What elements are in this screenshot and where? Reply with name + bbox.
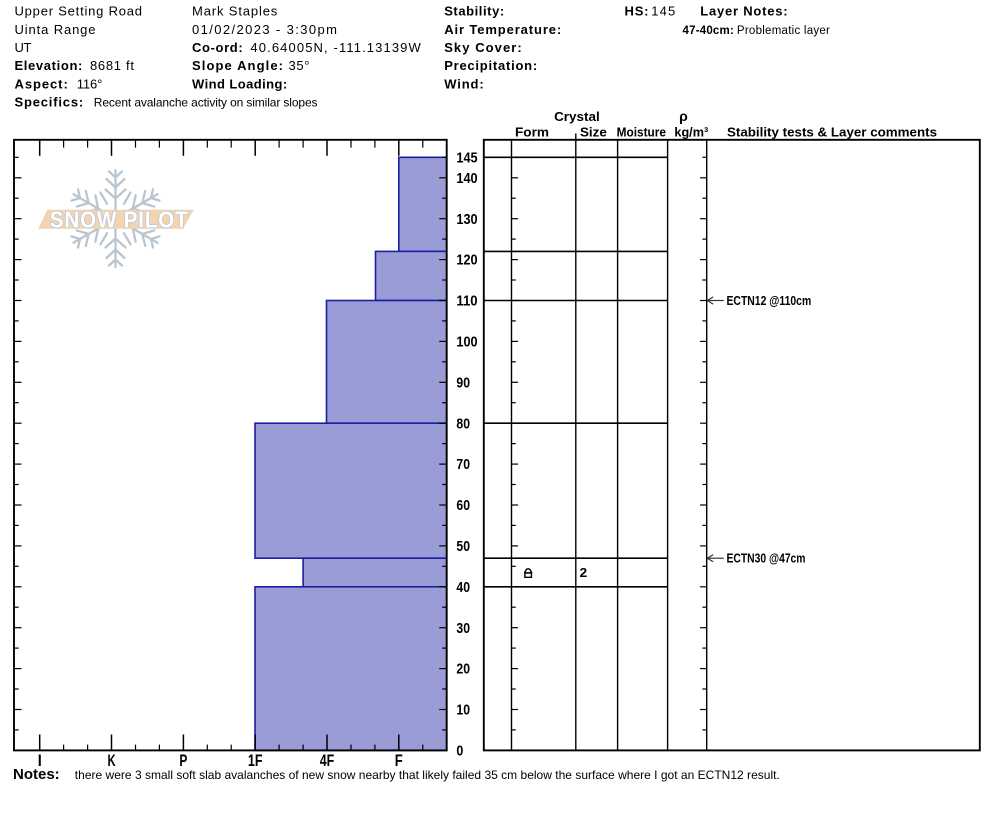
svg-text:40.64005N, -111.13139W: 40.64005N, -111.13139W [250,40,421,55]
svg-text:50: 50 [456,538,470,555]
svg-text:Recent avalanche activity on s: Recent avalanche activity on similar slo… [94,95,318,109]
svg-text:HS:: HS: [625,4,649,19]
svg-text:P: P [179,751,187,770]
svg-text:Stability:: Stability: [444,4,504,19]
svg-text:Specifics:: Specifics: [15,94,84,109]
svg-text:Upper Setting Road: Upper Setting Road [15,4,143,19]
svg-text:80: 80 [456,415,470,432]
svg-text:Precipitation:: Precipitation: [444,58,537,73]
svg-text:4F: 4F [320,751,335,770]
svg-text:116°: 116° [77,76,103,91]
svg-text:01/02/2023 - 3:30pm: 01/02/2023 - 3:30pm [192,22,337,37]
svg-text:120: 120 [456,252,477,269]
svg-text:145: 145 [456,149,477,166]
svg-text:90: 90 [456,374,470,391]
svg-text:Co-ord:: Co-ord: [192,40,243,55]
svg-text:130: 130 [456,211,477,228]
svg-text:47-40cm:: 47-40cm: [683,25,734,37]
svg-text:Notes:: Notes: [13,766,60,783]
svg-text:10: 10 [456,702,470,719]
svg-text:0: 0 [456,743,463,760]
svg-text:Moisture: Moisture [617,125,666,140]
svg-text:ECTN12 @110cm: ECTN12 @110cm [727,293,812,308]
svg-text:1F: 1F [248,751,263,770]
svg-text:20: 20 [456,661,470,678]
svg-text:F: F [395,751,403,770]
svg-text:I: I [38,751,42,770]
svg-text:140: 140 [456,170,477,187]
svg-text:K: K [107,751,116,770]
svg-text:110: 110 [456,293,477,310]
svg-text:Slope Angle:: Slope Angle: [192,58,283,73]
svg-text:UT: UT [15,40,32,55]
svg-text:70: 70 [456,456,470,473]
svg-text:Layer Notes:: Layer Notes: [700,4,787,19]
svg-text:Air Temperature:: Air Temperature: [444,22,561,37]
svg-text:Wind Loading:: Wind Loading: [192,76,287,91]
svg-text:Crystal: Crystal [554,109,600,124]
svg-text:Problematic layer: Problematic layer [737,25,830,37]
svg-text:Uinta Range: Uinta Range [15,22,96,37]
svg-text:8681 ft: 8681 ft [90,58,134,73]
svg-text:Elevation:: Elevation: [15,58,83,73]
svg-text:ECTN30 @47cm: ECTN30 @47cm [727,551,806,566]
svg-text:40: 40 [456,579,470,596]
svg-text:kg/m³: kg/m³ [674,125,708,140]
svg-text:2: 2 [580,565,588,580]
svg-text:SNOW PILOT: SNOW PILOT [50,207,189,233]
svg-text:35°: 35° [289,58,310,73]
svg-text:Size: Size [580,125,607,140]
svg-text:100: 100 [456,334,477,351]
svg-text:30: 30 [456,620,470,637]
svg-text:Wind:: Wind: [444,76,484,91]
svg-text:ρ: ρ [679,108,688,124]
svg-text:60: 60 [456,497,470,514]
svg-text:Mark Staples: Mark Staples [192,4,278,19]
svg-text:145: 145 [651,4,675,19]
svg-text:Form: Form [515,125,549,140]
svg-text:Stability tests & Layer commen: Stability tests & Layer comments [727,125,937,140]
svg-text:Aspect:: Aspect: [15,76,68,91]
svg-text:there were 3 small soft slab a: there were 3 small soft slab avalanches … [75,768,780,782]
svg-text:Sky Cover:: Sky Cover: [444,40,522,55]
